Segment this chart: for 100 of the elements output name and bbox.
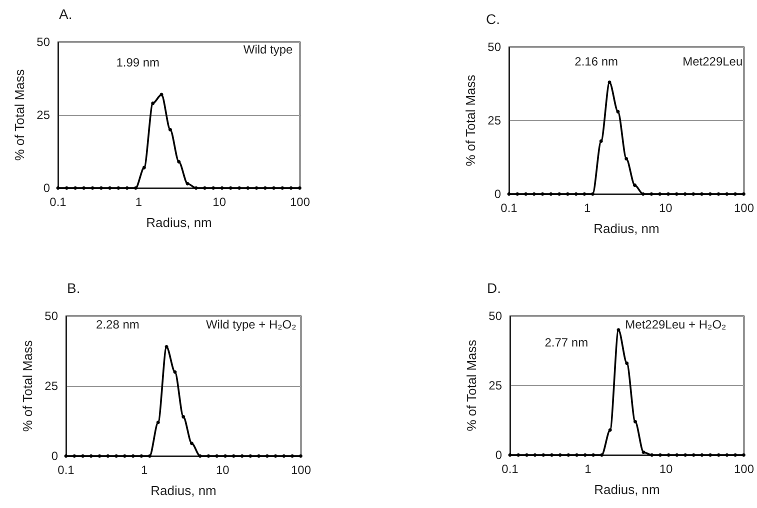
- x-tick-label: 100: [734, 201, 754, 215]
- point: [708, 192, 712, 196]
- x-tick-label: 100: [290, 195, 310, 209]
- point: [182, 415, 186, 419]
- point: [272, 186, 276, 190]
- point: [265, 454, 269, 458]
- point: [151, 102, 155, 106]
- point: [599, 139, 603, 143]
- y-tick-label: 50: [488, 309, 502, 323]
- point: [298, 186, 302, 190]
- x-tick-label: 1: [140, 463, 148, 477]
- point: [734, 453, 738, 457]
- x-tick-label: 1: [135, 195, 142, 209]
- point: [142, 166, 146, 170]
- point: [248, 454, 252, 458]
- y-tick-label: 50: [488, 40, 502, 54]
- point: [74, 186, 78, 190]
- x-axis-title: Radius, nm: [594, 482, 660, 497]
- point: [692, 192, 696, 196]
- point: [566, 192, 570, 196]
- point: [238, 186, 242, 190]
- point: [708, 453, 712, 457]
- point: [64, 186, 68, 190]
- y-tick-label: 25: [488, 378, 502, 392]
- x-tick-label: 0.1: [50, 195, 67, 209]
- point: [177, 160, 181, 164]
- point: [592, 453, 596, 457]
- point: [202, 186, 206, 190]
- point: [516, 453, 520, 457]
- y-tick-label: 0: [51, 449, 58, 463]
- point: [114, 454, 118, 458]
- annotation: 2.77 nm: [544, 335, 588, 350]
- y-axis-title: % of Total Mass: [20, 340, 35, 432]
- point: [716, 453, 720, 457]
- point: [742, 453, 746, 457]
- point: [190, 442, 194, 446]
- point: [675, 453, 679, 457]
- point: [164, 345, 168, 349]
- point: [692, 453, 696, 457]
- y-tick-label: 0: [495, 448, 502, 462]
- point: [257, 454, 261, 458]
- point: [684, 453, 688, 457]
- x-axis-title: Radius, nm: [150, 483, 216, 498]
- point: [608, 80, 612, 84]
- point: [134, 186, 138, 190]
- y-tick-label: 0: [494, 187, 502, 201]
- annotation: Met229Leu: [682, 54, 743, 69]
- chart-title: B.: [67, 280, 80, 296]
- point: [583, 453, 587, 457]
- point: [282, 454, 286, 458]
- point: [558, 453, 562, 457]
- x-tick-label: 1: [584, 201, 591, 215]
- point: [186, 182, 190, 186]
- point: [616, 328, 620, 332]
- annotation: 1.99 nm: [116, 55, 160, 70]
- point: [122, 454, 126, 458]
- point: [674, 192, 678, 196]
- point: [608, 428, 612, 432]
- annotation: Met229Leu + H₂O₂: [625, 317, 727, 332]
- y-tick-label: 0: [43, 181, 50, 195]
- point: [290, 454, 294, 458]
- point: [725, 192, 729, 196]
- x-tick-label: 100: [734, 462, 754, 476]
- point: [212, 186, 216, 190]
- annotation: Wild type + H₂O₂: [206, 317, 297, 332]
- annotation: Wild type: [243, 42, 294, 56]
- point: [666, 453, 670, 457]
- point: [72, 454, 76, 458]
- chart-title: A.: [59, 6, 72, 22]
- point: [168, 128, 172, 132]
- point: [246, 186, 250, 190]
- x-tick-label: 1: [584, 462, 592, 476]
- point: [156, 420, 160, 424]
- point: [558, 192, 562, 196]
- point: [632, 183, 636, 187]
- x-tick-label: 10: [212, 195, 226, 209]
- point: [700, 192, 704, 196]
- chart-title: C.: [486, 11, 500, 27]
- point: [240, 454, 244, 458]
- point: [516, 192, 520, 196]
- x-tick-label: 0.1: [500, 201, 518, 215]
- x-tick-label: 10: [216, 463, 230, 477]
- y-tick-label: 25: [488, 114, 502, 128]
- point: [625, 362, 629, 366]
- y-tick-label: 50: [36, 35, 50, 49]
- y-tick-label: 50: [44, 309, 58, 323]
- point: [650, 453, 654, 457]
- x-tick-label: 0.1: [58, 463, 75, 477]
- point: [228, 186, 232, 190]
- point: [108, 186, 112, 190]
- x-tick-label: 10: [658, 201, 673, 215]
- point: [742, 192, 746, 196]
- point: [542, 453, 546, 457]
- point: [224, 454, 228, 458]
- point: [633, 420, 637, 424]
- point: [525, 453, 529, 457]
- y-axis-title: % of Total Mass: [462, 74, 478, 166]
- point: [82, 186, 86, 190]
- point: [624, 156, 628, 160]
- point: [575, 453, 579, 457]
